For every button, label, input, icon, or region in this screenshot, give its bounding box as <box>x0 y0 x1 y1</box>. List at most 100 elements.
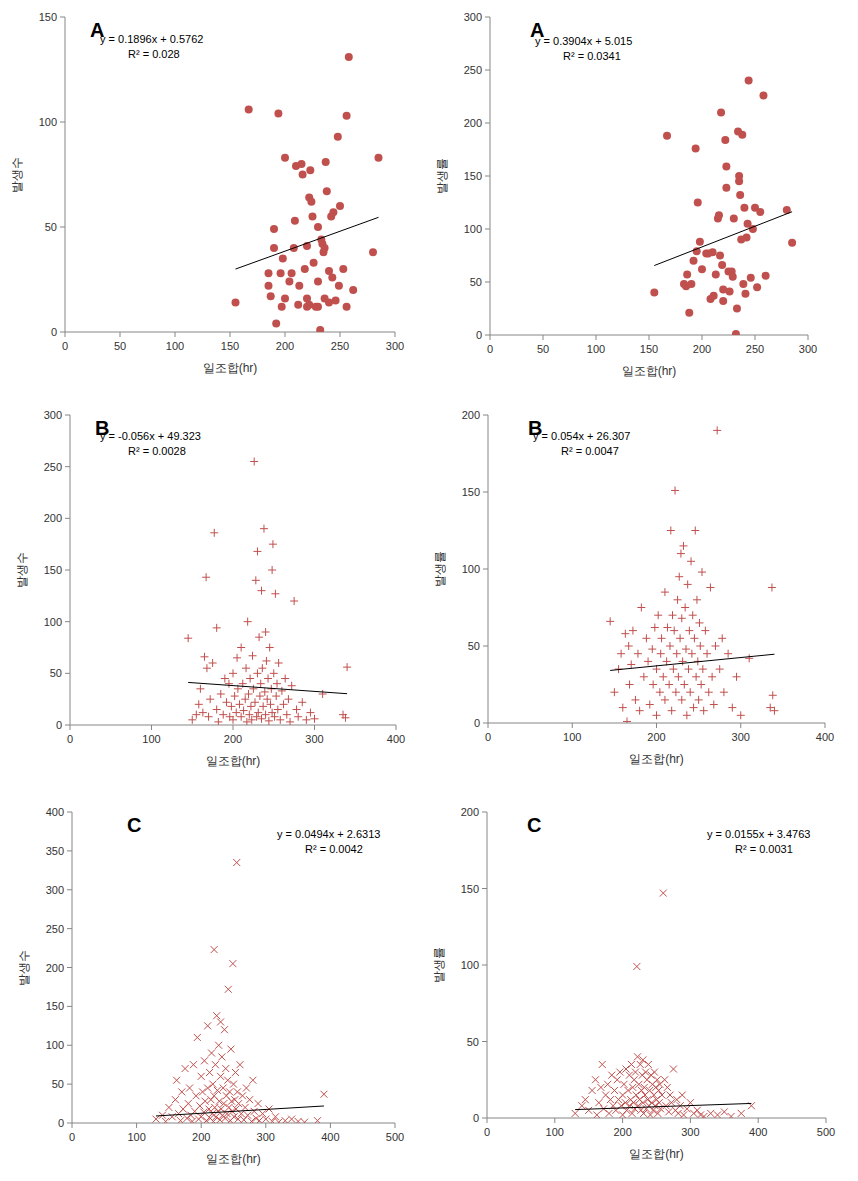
point <box>759 91 767 99</box>
x-tick <box>330 1123 331 1128</box>
point <box>229 960 236 967</box>
point <box>679 1092 686 1099</box>
x-tick-label: 300 <box>257 1131 275 1143</box>
point <box>694 199 702 207</box>
point <box>232 299 240 307</box>
x-tick-label: 100 <box>587 343 605 355</box>
y-tick-label: 250 <box>464 64 482 76</box>
point <box>190 1061 197 1068</box>
y-axis-label: 발생수 <box>17 950 31 986</box>
point <box>225 986 232 993</box>
point <box>680 681 688 689</box>
point <box>233 654 241 662</box>
point <box>200 653 208 661</box>
y-tick <box>482 1118 487 1119</box>
x-tick <box>755 335 756 340</box>
y-tick <box>485 335 490 336</box>
trendline <box>156 1106 324 1116</box>
x-tick-label: 0 <box>67 733 73 745</box>
data-layer <box>606 426 778 723</box>
point <box>626 681 634 689</box>
point <box>730 214 738 222</box>
panel: 0100200300400050100150200250300일조합(hr)발생… <box>15 409 405 768</box>
point <box>665 1108 672 1115</box>
point <box>676 634 684 642</box>
x-tick-label: 150 <box>640 343 658 355</box>
point <box>678 614 686 622</box>
point <box>314 303 322 311</box>
point <box>738 131 746 139</box>
y-tick-label: 50 <box>468 640 480 652</box>
point <box>205 1106 212 1113</box>
point <box>649 681 657 689</box>
point <box>184 634 192 642</box>
point <box>681 604 689 612</box>
point <box>269 540 277 548</box>
point <box>679 657 687 665</box>
y-axis-label: 발생률 <box>432 947 446 983</box>
x-tick-label: 500 <box>817 1126 835 1138</box>
data-layer <box>572 890 755 1118</box>
point <box>288 682 296 690</box>
point <box>683 711 691 719</box>
point <box>284 695 292 703</box>
trend-r-squared: R² = 0.0042 <box>305 843 363 855</box>
point <box>687 280 695 288</box>
point <box>266 700 274 708</box>
point <box>258 715 266 723</box>
point <box>208 1050 215 1057</box>
point <box>745 77 753 85</box>
y-tick-label: 300 <box>464 11 482 23</box>
point <box>623 717 631 723</box>
point <box>205 713 213 721</box>
point <box>369 248 377 256</box>
point <box>301 1119 308 1123</box>
point <box>293 706 301 714</box>
point <box>267 292 275 300</box>
point <box>700 707 708 715</box>
point <box>656 1099 663 1106</box>
y-axis-label: 발생률 <box>433 551 447 587</box>
x-tick <box>230 332 231 337</box>
x-tick <box>596 335 597 340</box>
x-tick-label: 0 <box>62 340 68 352</box>
x-tick <box>622 1118 623 1123</box>
y-tick <box>67 1123 72 1124</box>
point <box>733 673 741 681</box>
point <box>736 191 744 199</box>
point <box>277 269 285 277</box>
y-tick <box>485 282 490 283</box>
point <box>713 426 721 434</box>
point <box>699 665 707 673</box>
point <box>663 132 671 140</box>
x-tick-label: 250 <box>331 340 349 352</box>
y-tick-label: 150 <box>46 1000 64 1012</box>
point <box>328 273 336 281</box>
x-tick-label: 400 <box>387 733 405 745</box>
point <box>659 673 667 681</box>
point <box>242 1104 249 1111</box>
point <box>696 238 704 246</box>
point <box>206 695 214 703</box>
panel: 0100200300400050100150200일조합(hr)발생률By = … <box>433 409 834 766</box>
x-tick <box>487 1118 488 1123</box>
x-tick <box>265 1123 266 1128</box>
point <box>756 208 764 216</box>
point <box>692 144 700 152</box>
point <box>314 278 322 286</box>
y-axis-label: 발생수 <box>15 552 29 588</box>
point <box>762 272 770 280</box>
y-tick <box>485 229 490 230</box>
point <box>311 715 319 723</box>
y-tick <box>67 1006 72 1007</box>
point <box>343 663 351 671</box>
point <box>165 1104 172 1111</box>
point <box>684 1105 691 1112</box>
point <box>770 707 778 715</box>
y-tick <box>482 888 487 889</box>
x-tick-label: 50 <box>537 343 549 355</box>
y-tick <box>482 812 487 813</box>
y-tick-label: 0 <box>474 717 480 729</box>
point <box>202 573 210 581</box>
point <box>232 1069 239 1076</box>
